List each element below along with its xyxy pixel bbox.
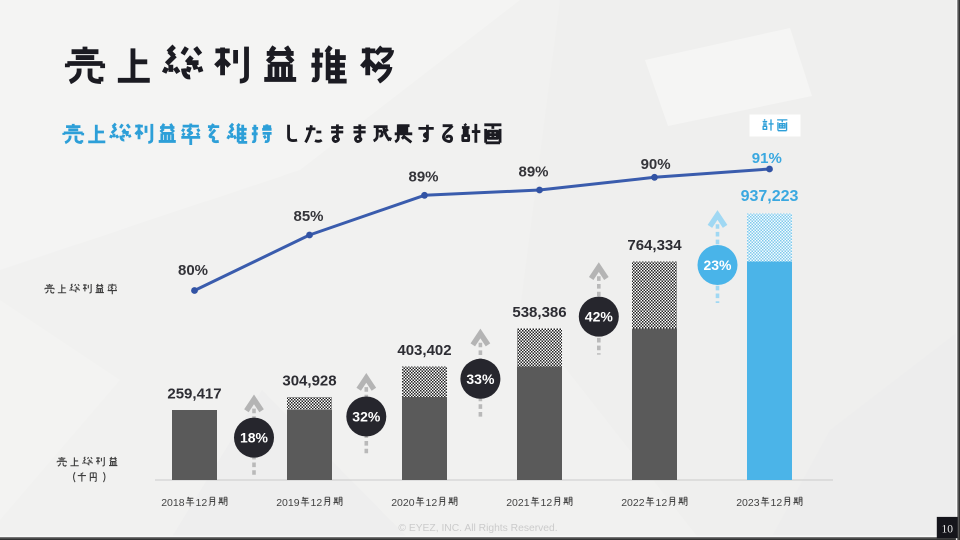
svg-text:304,928: 304,928 [282,373,336,390]
svg-text:937,223: 937,223 [741,188,799,205]
svg-text:12: 12 [196,497,208,509]
svg-text:90%: 90% [641,156,671,173]
svg-text:403,402: 403,402 [397,342,451,359]
svg-text:10: 10 [942,524,954,536]
svg-text:764,334: 764,334 [627,237,682,254]
svg-text:12: 12 [656,497,668,509]
svg-text:85%: 85% [293,208,323,225]
svg-text:© EYEZ, INC. All Rights Reserv: © EYEZ, INC. All Rights Reserved. [398,523,557,534]
svg-text:89%: 89% [518,164,548,181]
svg-text:18%: 18% [240,430,269,446]
svg-text:33%: 33% [466,371,495,387]
svg-text:32%: 32% [352,409,381,425]
svg-text:2019: 2019 [276,497,300,509]
svg-text:2020: 2020 [391,497,415,509]
svg-text:2021: 2021 [506,497,530,509]
svg-text:12: 12 [426,497,438,509]
svg-text:91%: 91% [752,150,782,167]
svg-text:80%: 80% [178,262,208,279]
svg-text:2023: 2023 [736,497,760,509]
svg-text:42%: 42% [585,309,614,325]
svg-text:12: 12 [771,497,783,509]
svg-text:23%: 23% [703,257,732,273]
svg-text:259,417: 259,417 [167,386,221,403]
svg-text:89%: 89% [408,168,438,185]
svg-text:2018: 2018 [161,497,185,509]
svg-text:12: 12 [311,497,323,509]
svg-text:538,386: 538,386 [512,304,566,321]
svg-text:12: 12 [541,497,553,509]
svg-text:2022: 2022 [621,497,645,509]
